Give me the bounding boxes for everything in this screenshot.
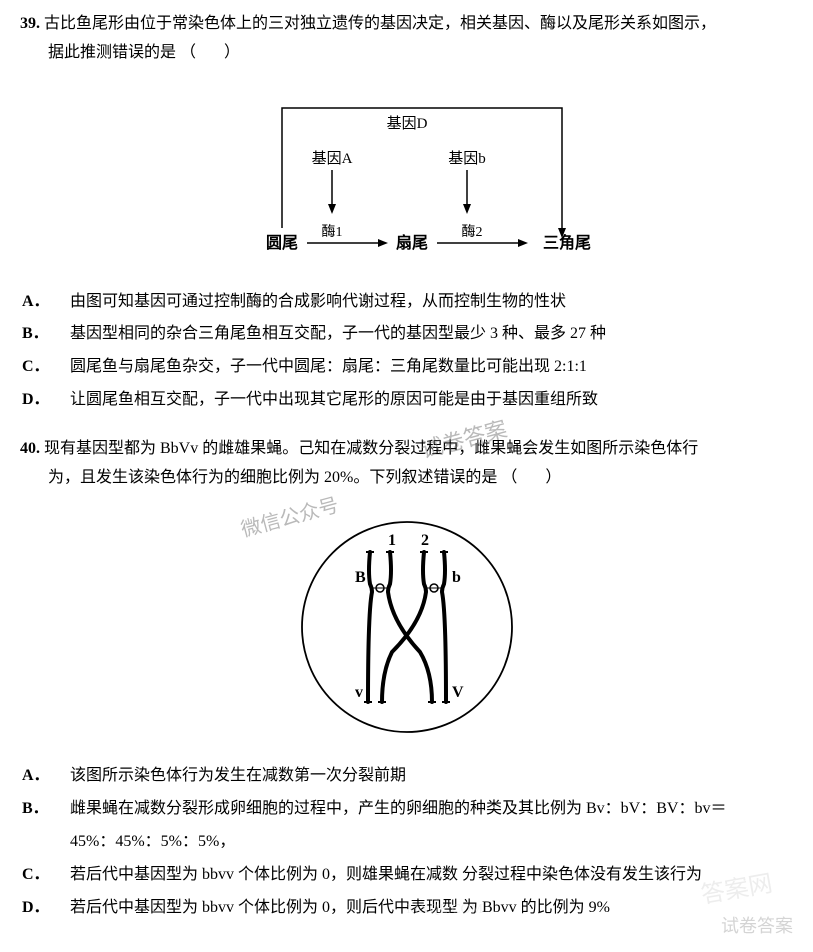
q40-c-text: 若后代中基因型为 bbvv 个体比例为 0，则雄果蝇在减数 分裂过程中染色体没有… — [70, 866, 702, 883]
label-big-b: B — [355, 569, 366, 586]
tail-round: 圆尾 — [265, 234, 297, 252]
q39-paren: （ ） — [180, 44, 246, 61]
q40-option-b: B．雌果蝇在减数分裂形成卵细胞的过程中，产生的卵细胞的种类及其比例为 Bv：bV… — [70, 795, 793, 824]
q39-d-letter: D． — [46, 386, 70, 415]
q40-a-letter: A． — [46, 762, 70, 791]
q39-line1: 39. 古比鱼尾形由位于常染色体上的三对独立遗传的基因决定，相关基因、酶以及尾形… — [48, 10, 793, 39]
q40-option-c: C．若后代中基因型为 bbvv 个体比例为 0，则雄果蝇在减数 分裂过程中染色体… — [70, 861, 793, 890]
q40-c-letter: C． — [46, 861, 70, 890]
label-big-v: V — [452, 684, 464, 701]
q40-stem-text1: 现有基因型都为 BbVv 的雌雄果蝇。己知在减数分裂过程中，雌果蝇会发生如图所示… — [44, 440, 698, 457]
arrow1-head — [378, 239, 388, 247]
q40-b-letter: B． — [46, 795, 70, 824]
q40-b-text2: 45%：45%：5%：5%， — [70, 833, 235, 850]
chrom-label-2: 2 — [421, 532, 429, 549]
enzyme1-label: 酶1 — [321, 224, 342, 240]
q40-line1: 40. 现有基因型都为 BbVv 的雌雄果蝇。己知在减数分裂过程中，雌果蝇会发生… — [48, 435, 793, 464]
question-39: 39. 古比鱼尾形由位于常染色体上的三对独立遗传的基因决定，相关基因、酶以及尾形… — [20, 10, 793, 415]
q39-stem-text1: 古比鱼尾形由位于常染色体上的三对独立遗传的基因决定，相关基因、酶以及尾形关系如图… — [44, 15, 716, 32]
q39-c-text: 圆尾鱼与扇尾鱼杂交，子一代中圆尾：扇尾：三角尾数量比可能出现 2:1:1 — [70, 358, 587, 375]
q39-d-text: 让圆尾鱼相互交配，子一代中出现其它尾形的原因可能是由于基因重组所致 — [70, 391, 598, 408]
q39-number: 39. — [20, 15, 40, 32]
q39-a-text: 由图可知基因可通过控制酶的合成影响代谢过程，从而控制生物的性状 — [70, 293, 566, 310]
q40-paren: （ ） — [501, 469, 567, 486]
q39-b-text: 基因型相同的杂合三角尾鱼相互交配，子一代的基因型最少 3 种、最多 27 种 — [70, 325, 606, 342]
q39-option-d: D．让圆尾鱼相互交配，子一代中出现其它尾形的原因可能是由于基因重组所致 — [70, 386, 793, 415]
enzyme2-label: 酶2 — [461, 224, 482, 240]
tail-fan: 扇尾 — [395, 233, 427, 252]
q40-d-text: 若后代中基因型为 bbvv 个体比例为 0，则后代中表现型 为 Bbvv 的比例… — [70, 899, 610, 916]
q40-stem: 40. 现有基因型都为 BbVv 的雌雄果蝇。己知在减数分裂过程中，雌果蝇会发生… — [20, 435, 793, 493]
q39-stem-text2: 据此推测错误的是 — [48, 44, 176, 61]
q40-diagram-svg: 1 2 B b v V — [292, 512, 522, 742]
q39-a-letter: A． — [46, 288, 70, 317]
question-40: 40. 现有基因型都为 BbVv 的雌雄果蝇。己知在减数分裂过程中，雌果蝇会发生… — [20, 435, 793, 923]
q40-stem-text2: 为，且发生该染色体行为的细胞比例为 20%。下列叙述错误的是 — [48, 469, 497, 486]
q40-b-text1: 雌果蝇在减数分裂形成卵细胞的过程中，产生的卵细胞的种类及其比例为 Bv：bV：B… — [70, 800, 726, 817]
q39-c-letter: C． — [46, 353, 70, 382]
q39-option-b: B．基因型相同的杂合三角尾鱼相互交配，子一代的基因型最少 3 种、最多 27 种 — [70, 320, 793, 349]
q39-option-a: A．由图可知基因可通过控制酶的合成影响代谢过程，从而控制生物的性状 — [70, 288, 793, 317]
label-small-b: b — [452, 569, 461, 586]
label-small-v: v — [355, 684, 363, 701]
q40-a-text: 该图所示染色体行为发生在减数第一次分裂前期 — [70, 767, 406, 784]
q39-diagram-svg: 基因D 基因A 基因b 圆尾 酶1 扇尾 酶2 三角尾 — [182, 88, 632, 268]
q40-d-letter: D． — [46, 894, 70, 923]
gene-d-label: 基因D — [386, 115, 427, 132]
q40-option-d: D．若后代中基因型为 bbvv 个体比例为 0，则后代中表现型 为 Bbvv 的… — [70, 894, 793, 923]
arrow2-head — [518, 239, 528, 247]
q39-option-c: C．圆尾鱼与扇尾鱼杂交，子一代中圆尾：扇尾：三角尾数量比可能出现 2:1:1 — [70, 353, 793, 382]
tail-triangle: 三角尾 — [542, 233, 590, 252]
gene-b-arrowhead — [463, 204, 471, 214]
q40-line2: 为，且发生该染色体行为的细胞比例为 20%。下列叙述错误的是 （ ） — [48, 464, 793, 493]
q40-diagram: 1 2 B b v V — [20, 512, 793, 742]
gene-a-label: 基因A — [311, 150, 352, 167]
q39-diagram: 基因D 基因A 基因b 圆尾 酶1 扇尾 酶2 三角尾 — [20, 88, 793, 268]
q39-b-letter: B． — [46, 320, 70, 349]
q40-option-b2: 45%：45%：5%：5%， — [70, 828, 793, 857]
gene-a-arrowhead — [328, 204, 336, 214]
q40-number: 40. — [20, 440, 40, 457]
q40-option-a: A．该图所示染色体行为发生在减数第一次分裂前期 — [70, 762, 793, 791]
cell-outline — [302, 522, 512, 732]
chrom-label-1: 1 — [388, 532, 396, 549]
q39-line2: 据此推测错误的是 （ ） — [48, 39, 793, 68]
gene-b-label: 基因b — [448, 150, 486, 167]
q39-stem: 39. 古比鱼尾形由位于常染色体上的三对独立遗传的基因决定，相关基因、酶以及尾形… — [20, 10, 793, 68]
